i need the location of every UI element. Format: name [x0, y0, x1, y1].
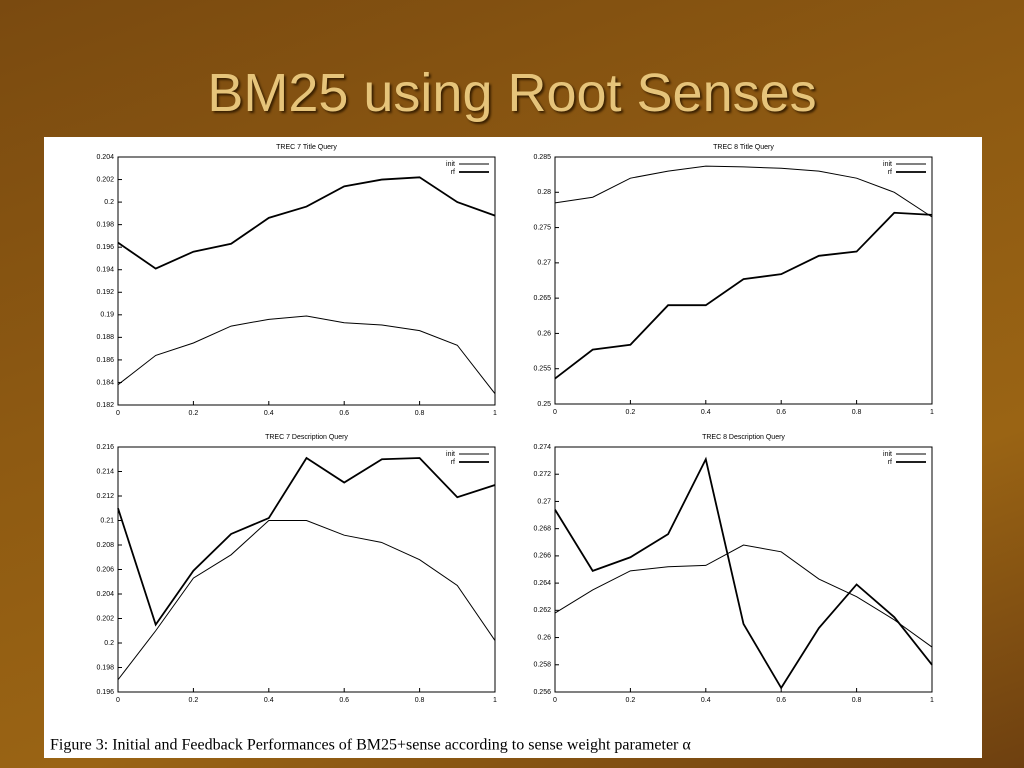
- legend-label: rf: [451, 459, 455, 466]
- y-tick-label: 0.198: [96, 221, 114, 228]
- series-line: [117, 176, 496, 270]
- legend-label: init: [883, 161, 892, 168]
- y-tick-label: 0.202: [96, 176, 114, 183]
- legend-label: rf: [451, 169, 455, 176]
- y-tick-label: 0.275: [533, 224, 551, 231]
- x-tick-label: 0.2: [189, 697, 199, 704]
- y-tick-label: 0.202: [96, 615, 114, 622]
- y-tick-label: 0.184: [96, 379, 114, 386]
- legend-label: rf: [888, 459, 892, 466]
- x-tick-label: 0.8: [415, 410, 425, 417]
- y-tick-label: 0.256: [533, 689, 551, 696]
- series-line: [554, 165, 933, 218]
- y-tick-label: 0.25: [537, 401, 551, 408]
- chart-title: TREC 8 Description Query: [702, 434, 785, 441]
- legend-label: init: [446, 451, 455, 458]
- x-tick-label: 1: [930, 409, 934, 416]
- y-tick-label: 0.26: [537, 634, 551, 641]
- series-line: [117, 315, 496, 395]
- y-tick-label: 0.264: [533, 580, 551, 587]
- y-tick-label: 0.188: [96, 334, 114, 341]
- x-tick-label: 0: [553, 409, 557, 416]
- series-line: [117, 456, 496, 627]
- y-tick-label: 0.198: [96, 664, 114, 671]
- chart-title: TREC 8 Title Query: [713, 144, 774, 151]
- plot-frame: [117, 156, 496, 406]
- x-tick-label: 0.6: [339, 697, 349, 704]
- y-tick-label: 0.27: [537, 498, 551, 505]
- legend-label: init: [446, 161, 455, 168]
- x-tick-label: 0.4: [701, 697, 711, 704]
- x-tick-label: 0: [116, 410, 120, 417]
- y-tick-label: 0.196: [96, 244, 114, 251]
- y-tick-label: 0.182: [96, 402, 114, 409]
- x-tick-label: 1: [493, 697, 497, 704]
- y-tick-label: 0.2: [104, 199, 114, 206]
- plot-frame: [554, 446, 933, 693]
- y-tick-label: 0.196: [96, 689, 114, 696]
- x-tick-label: 0.4: [701, 409, 711, 416]
- x-tick-label: 0.2: [626, 697, 636, 704]
- y-tick-label: 0.216: [96, 444, 114, 451]
- x-tick-label: 0: [553, 697, 557, 704]
- x-tick-label: 0.8: [852, 409, 862, 416]
- chart-title: TREC 7 Description Query: [265, 434, 348, 441]
- y-tick-label: 0.272: [533, 471, 551, 478]
- y-tick-label: 0.2: [104, 640, 114, 647]
- series-line: [554, 456, 933, 690]
- x-tick-label: 0.4: [264, 697, 274, 704]
- slide-title: BM25 using Root Senses: [207, 63, 817, 123]
- legend-label: rf: [888, 169, 892, 176]
- y-tick-label: 0.262: [533, 607, 551, 614]
- y-tick-label: 0.19: [100, 312, 114, 319]
- x-tick-label: 0.8: [852, 697, 862, 704]
- y-tick-label: 0.258: [533, 662, 551, 669]
- y-tick-label: 0.214: [96, 468, 114, 475]
- y-tick-label: 0.26: [537, 330, 551, 337]
- series-line: [554, 211, 933, 380]
- y-tick-label: 0.206: [96, 566, 114, 573]
- y-tick-label: 0.212: [96, 493, 114, 500]
- chart-title: TREC 7 Title Query: [276, 144, 337, 151]
- x-tick-label: 0.4: [264, 410, 274, 417]
- y-tick-label: 0.274: [533, 444, 551, 451]
- plot-frame: [554, 156, 933, 405]
- x-tick-label: 0.6: [339, 410, 349, 417]
- x-tick-label: 0.6: [776, 697, 786, 704]
- legend-label: init: [883, 451, 892, 458]
- y-tick-label: 0.208: [96, 542, 114, 549]
- y-tick-label: 0.21: [100, 517, 114, 524]
- y-tick-label: 0.204: [96, 591, 114, 598]
- series-line: [117, 520, 496, 681]
- x-tick-label: 0.2: [189, 410, 199, 417]
- caption: Figure 3: Initial and Feedback Performan…: [50, 737, 691, 754]
- y-tick-label: 0.27: [537, 260, 551, 267]
- y-tick-label: 0.28: [537, 189, 551, 196]
- y-tick-label: 0.285: [533, 154, 551, 161]
- series-line: [554, 544, 933, 648]
- x-tick-label: 0.2: [626, 409, 636, 416]
- y-tick-label: 0.192: [96, 289, 114, 296]
- y-tick-label: 0.194: [96, 267, 114, 274]
- y-tick-label: 0.204: [96, 154, 114, 161]
- x-tick-label: 0.8: [415, 697, 425, 704]
- x-tick-label: 0.6: [776, 409, 786, 416]
- x-tick-label: 1: [493, 410, 497, 417]
- y-tick-label: 0.265: [533, 295, 551, 302]
- y-tick-label: 0.266: [533, 553, 551, 560]
- x-tick-label: 1: [930, 697, 934, 704]
- y-tick-label: 0.268: [533, 526, 551, 533]
- y-tick-label: 0.186: [96, 357, 114, 364]
- y-tick-label: 0.255: [533, 366, 551, 373]
- x-tick-label: 0: [116, 697, 120, 704]
